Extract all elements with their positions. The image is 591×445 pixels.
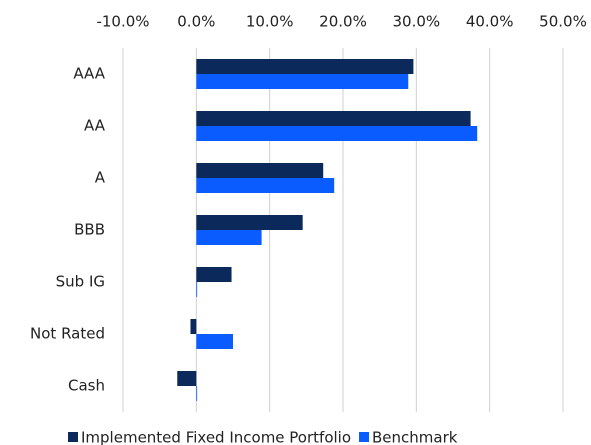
bar: [190, 319, 197, 334]
legend-label: Implemented Fixed Income Portfolio: [81, 429, 351, 445]
x-tick-label: 50.0%: [539, 13, 587, 31]
x-tick-label: 0.0%: [177, 13, 215, 31]
x-tick-label: 30.0%: [393, 13, 441, 31]
bar: [196, 126, 478, 141]
x-tick-label: 20.0%: [319, 13, 367, 31]
bar: [196, 282, 198, 297]
bar: [196, 267, 232, 282]
bar: [196, 111, 471, 126]
legend-swatch: [359, 432, 370, 442]
y-tick-label: Cash: [68, 377, 105, 395]
bar: [196, 178, 335, 193]
y-tick-label: A: [95, 169, 106, 187]
y-tick-label: Sub IG: [56, 273, 105, 291]
bar: [196, 74, 409, 89]
bar: [196, 59, 414, 74]
bar: [196, 163, 324, 178]
bar: [196, 386, 198, 401]
y-tick-label: AAA: [73, 65, 105, 83]
bar: [177, 371, 197, 386]
legend-swatch: [68, 432, 78, 442]
bar: [196, 215, 303, 230]
x-tick-label: 40.0%: [466, 13, 514, 31]
y-tick-label: AA: [84, 117, 106, 135]
y-tick-label: BBB: [74, 221, 105, 239]
x-tick-label: 10.0%: [246, 13, 294, 31]
y-tick-label: Not Rated: [30, 325, 105, 343]
bar: [196, 230, 262, 245]
x-tick-label: -10.0%: [96, 13, 149, 31]
legend-label: Benchmark: [372, 429, 458, 445]
bar: [196, 334, 233, 349]
